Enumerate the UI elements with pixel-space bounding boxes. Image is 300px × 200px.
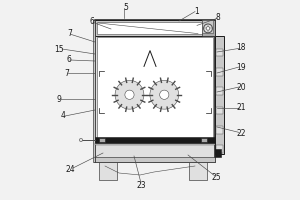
Bar <box>215 36 224 154</box>
Bar <box>215 149 221 157</box>
Text: 23: 23 <box>136 180 146 190</box>
Text: 22: 22 <box>236 129 246 138</box>
Circle shape <box>206 27 210 30</box>
Text: 7: 7 <box>64 68 69 77</box>
Bar <box>202 20 213 33</box>
Bar <box>216 145 223 153</box>
Bar <box>95 157 215 162</box>
Text: 19: 19 <box>236 62 246 72</box>
Bar <box>216 68 223 76</box>
Text: 7: 7 <box>68 28 72 38</box>
Text: 9: 9 <box>57 95 62 104</box>
Bar <box>95 143 215 145</box>
Bar <box>97 37 213 142</box>
Circle shape <box>115 80 144 109</box>
Circle shape <box>80 138 82 142</box>
Bar <box>216 126 223 134</box>
Text: 4: 4 <box>61 112 65 120</box>
Text: 20: 20 <box>236 83 246 92</box>
Text: 21: 21 <box>236 104 246 112</box>
Text: 6: 6 <box>90 17 94 25</box>
Text: 25: 25 <box>211 172 221 182</box>
Circle shape <box>150 80 179 109</box>
Bar <box>201 138 207 142</box>
Text: 24: 24 <box>65 164 75 173</box>
Bar <box>95 20 215 162</box>
Bar <box>98 22 202 34</box>
Bar <box>93 20 95 162</box>
Text: 18: 18 <box>236 44 246 52</box>
Text: 8: 8 <box>216 14 220 22</box>
Circle shape <box>125 90 134 99</box>
Text: 15: 15 <box>54 45 64 53</box>
Bar <box>216 107 223 114</box>
Bar <box>99 138 105 142</box>
Bar <box>95 137 215 143</box>
Bar <box>189 162 207 180</box>
Text: 1: 1 <box>195 6 200 16</box>
Text: 6: 6 <box>67 55 71 64</box>
Bar <box>95 20 215 36</box>
Circle shape <box>204 24 212 33</box>
Bar <box>216 87 223 95</box>
Circle shape <box>160 90 169 99</box>
Text: 5: 5 <box>124 2 128 11</box>
Bar <box>216 49 223 56</box>
Bar <box>99 162 117 180</box>
Bar <box>202 20 215 36</box>
